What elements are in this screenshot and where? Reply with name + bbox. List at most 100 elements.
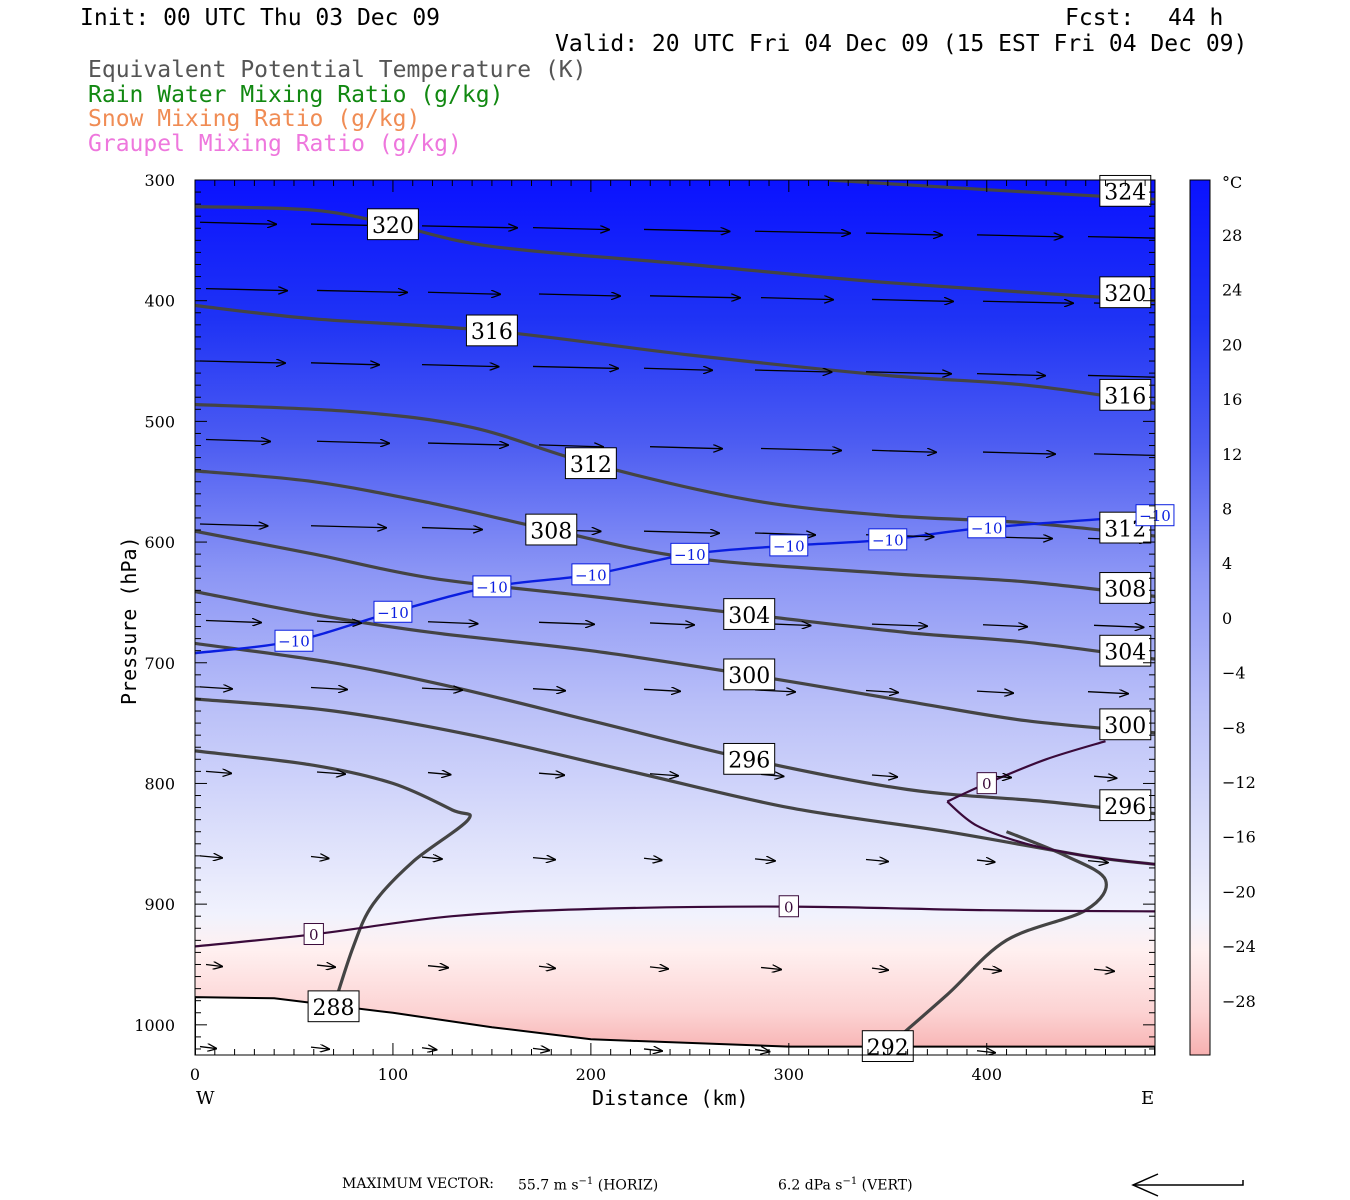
colorbar-tick-label: −4	[1222, 664, 1246, 683]
wind-vector	[649, 774, 678, 776]
theta-e-label: 308	[1104, 578, 1146, 603]
wind-vector	[532, 228, 609, 230]
theta-e-label: 308	[530, 519, 572, 544]
wind-vector	[199, 361, 285, 363]
x-tick-label: 0	[190, 1065, 200, 1084]
colorbar	[1189, 179, 1211, 1056]
wind-vector	[871, 624, 927, 626]
legend-graupel: Graupel Mixing Ratio (g/kg)	[88, 131, 462, 157]
theta-e-contour	[195, 402, 1155, 538]
colorbar-unit: °C	[1222, 173, 1242, 192]
theta-e-label: 304	[1104, 640, 1146, 665]
colorbar-tick-label: 24	[1222, 281, 1242, 300]
wind-vector	[532, 858, 555, 860]
wind-vector	[649, 623, 694, 625]
colorbar-tick-label: 0	[1222, 609, 1232, 628]
wind-vector	[754, 1050, 769, 1052]
temperature-label-box	[303, 923, 324, 946]
wind-vector	[538, 622, 594, 624]
wind-vector	[760, 967, 781, 969]
wind-vector	[865, 859, 888, 861]
temperature-label-box	[274, 629, 314, 652]
x-tick-label: 100	[378, 1065, 409, 1084]
theta-e-label-box	[723, 598, 776, 630]
plot-frame	[194, 179, 1156, 1056]
wind-vector	[427, 443, 508, 445]
wind-vector	[532, 689, 565, 691]
y-tick-label: 900	[144, 895, 175, 914]
wind-vector	[1087, 861, 1108, 863]
y-tick-label: 400	[144, 292, 175, 311]
theta-e-label: 304	[728, 604, 770, 629]
y-tick-label: 800	[144, 774, 175, 793]
wind-vector	[1093, 969, 1114, 971]
wind-vector	[538, 773, 564, 775]
theta-e-label-box	[564, 447, 617, 480]
x-tick-label: 200	[576, 1065, 607, 1084]
temperature-label: −10	[278, 633, 310, 651]
colorbar-tick-label: −28	[1222, 992, 1256, 1011]
wind-vector	[643, 229, 730, 231]
theta-e-label: 320	[372, 214, 414, 239]
wind-vector	[310, 1047, 329, 1049]
x-end-west: W	[196, 1088, 215, 1109]
colorbar-tick-label: −24	[1222, 937, 1256, 956]
wind-vector	[427, 773, 450, 775]
theta-e-contour	[195, 749, 472, 1008]
temperature-label: 0	[982, 775, 992, 793]
wind-vector	[643, 1049, 662, 1051]
wind-vector	[421, 226, 517, 228]
forecast-label: Fcst:	[1065, 5, 1135, 31]
wind-vector	[205, 439, 270, 441]
colorbar-tick-label: 28	[1222, 226, 1242, 245]
max-vector-horiz: 55.7 m s−1 (HORIZ)	[518, 1176, 659, 1194]
colorbar-tick-label: 4	[1222, 554, 1232, 573]
wind-vector	[865, 372, 951, 374]
temperature-label: −10	[872, 531, 904, 549]
wind-vector	[1093, 625, 1144, 627]
theta-e-contour	[195, 205, 1155, 303]
wind-vector	[310, 687, 347, 689]
wind-vector	[316, 441, 389, 443]
theta-e-label: 292	[867, 1036, 909, 1061]
y-tick-label: 300	[144, 171, 175, 190]
reference-vector-arrow	[1131, 1173, 1244, 1197]
theta-e-label-box	[1099, 634, 1152, 667]
legend-snow: Snow Mixing Ratio (g/kg)	[88, 106, 421, 132]
temperature-contour	[946, 800, 1155, 866]
wind-vector	[316, 621, 361, 623]
theta-e-label: 288	[313, 996, 355, 1021]
theta-e-label-box	[366, 208, 419, 241]
wind-vector	[1093, 453, 1155, 457]
wind-vector	[538, 966, 555, 968]
temperature-contour	[195, 905, 1155, 948]
colorbar-tick-label: −12	[1222, 773, 1256, 792]
theta-e-label: 300	[728, 664, 770, 689]
colorbar-tick-label: 16	[1222, 390, 1242, 409]
wind-vector	[427, 966, 448, 968]
wind-vector	[310, 363, 379, 365]
wind-vector	[871, 450, 936, 452]
wind-vector	[982, 625, 1027, 627]
wind-vector	[199, 687, 232, 689]
theta-e-label: 316	[1104, 385, 1146, 410]
wind-vector	[976, 235, 1063, 237]
y-tick-label: 500	[144, 412, 175, 431]
colorbar-tick-label: −16	[1222, 828, 1256, 847]
colorbar-tick-label: 20	[1222, 335, 1242, 354]
temperature-label: −10	[575, 566, 607, 584]
wind-vector	[754, 859, 775, 861]
temperature-label: 0	[309, 926, 319, 944]
wind-vector	[982, 301, 1073, 303]
wind-vector	[1087, 374, 1155, 378]
y-tick-label: 700	[144, 654, 175, 673]
legend-rain-water: Rain Water Mixing Ratio (g/kg)	[88, 82, 504, 108]
theta-e-label-box	[861, 1030, 914, 1063]
wind-vectors	[199, 222, 1155, 1053]
theta-e-contour	[195, 641, 1155, 816]
wind-vector	[421, 528, 482, 530]
wind-vector	[316, 290, 407, 292]
wind-vector	[643, 368, 712, 370]
x-tick-label: 300	[774, 1065, 805, 1084]
